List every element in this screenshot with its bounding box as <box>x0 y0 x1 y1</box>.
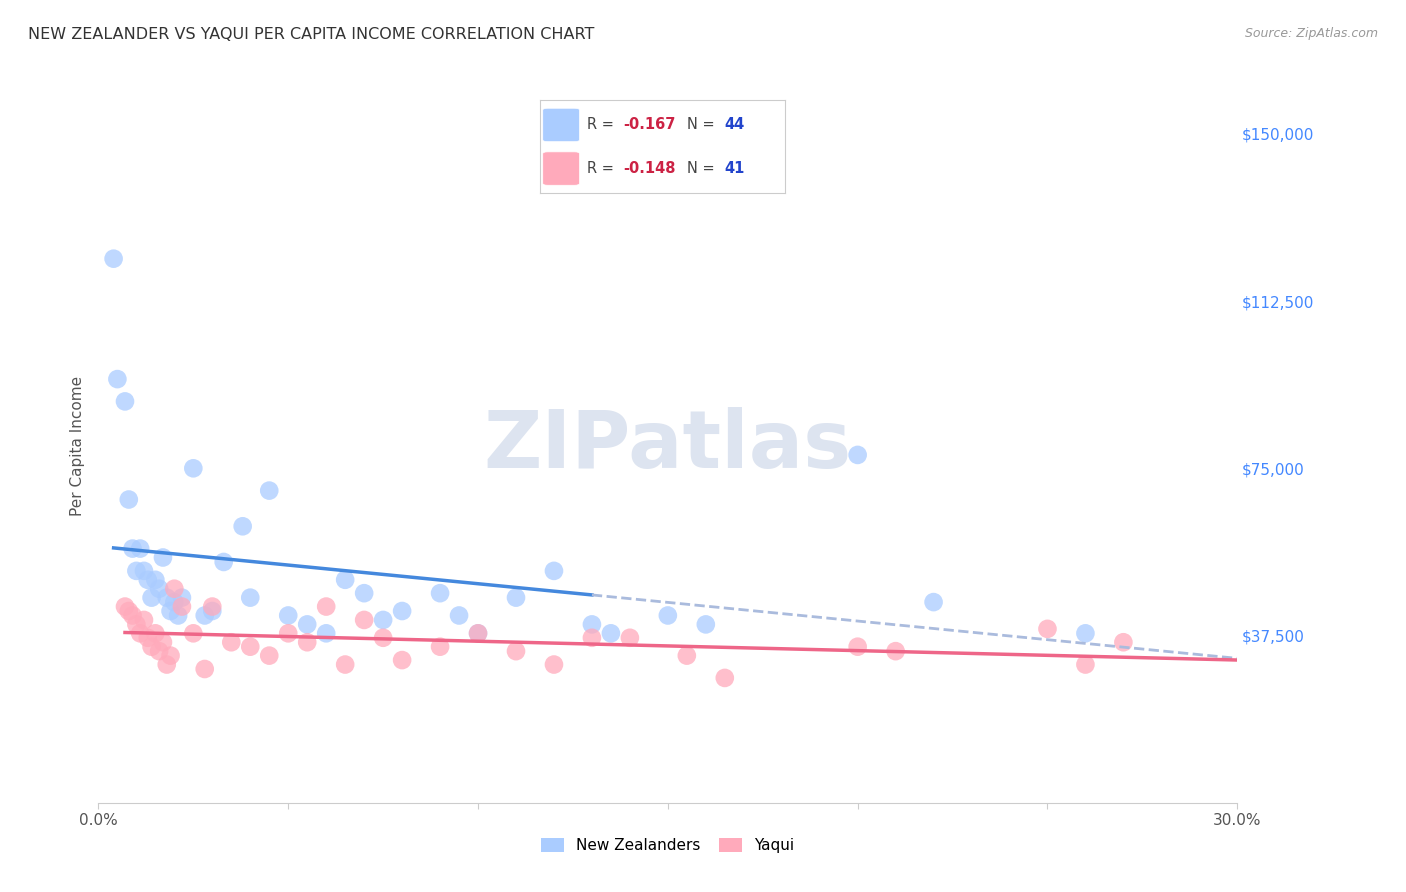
Point <box>297 635 319 649</box>
Point <box>201 604 224 618</box>
Point <box>429 586 451 600</box>
Point <box>125 564 148 578</box>
Point <box>145 573 167 587</box>
Point <box>121 541 143 556</box>
Point <box>159 604 181 618</box>
Point <box>657 608 679 623</box>
Point <box>922 595 945 609</box>
Point <box>581 617 603 632</box>
Point <box>391 653 413 667</box>
Point <box>277 626 299 640</box>
Point <box>163 595 186 609</box>
Point <box>107 372 129 386</box>
Point <box>145 626 167 640</box>
Point <box>136 573 159 587</box>
Point <box>159 648 181 663</box>
Point <box>201 599 224 614</box>
Point <box>136 631 159 645</box>
Point <box>1074 626 1097 640</box>
Point <box>170 599 193 614</box>
Point <box>239 640 262 654</box>
Point <box>239 591 262 605</box>
Point <box>505 591 527 605</box>
Legend: New Zealanders, Yaqui: New Zealanders, Yaqui <box>536 831 800 859</box>
Point <box>371 631 394 645</box>
Point <box>129 626 152 640</box>
Point <box>132 564 155 578</box>
Point <box>194 662 217 676</box>
Point <box>353 586 375 600</box>
Point <box>449 608 471 623</box>
Point <box>118 492 141 507</box>
Point <box>163 582 186 596</box>
Point <box>695 617 717 632</box>
Point <box>114 599 136 614</box>
Point <box>152 550 174 565</box>
Point <box>505 644 527 658</box>
Point <box>315 626 337 640</box>
Point <box>600 626 623 640</box>
Point <box>170 591 193 605</box>
Point <box>467 626 489 640</box>
Point <box>114 394 136 409</box>
Point <box>129 541 152 556</box>
Point <box>335 573 357 587</box>
Point <box>118 604 141 618</box>
Point <box>1074 657 1097 672</box>
Point <box>315 599 337 614</box>
Point <box>353 613 375 627</box>
Point <box>121 608 143 623</box>
Point <box>183 626 205 640</box>
Point <box>619 631 641 645</box>
Point <box>846 448 869 462</box>
Point <box>141 591 163 605</box>
Y-axis label: Per Capita Income: Per Capita Income <box>69 376 84 516</box>
Point <box>391 604 413 618</box>
Point <box>183 461 205 475</box>
Point <box>1112 635 1135 649</box>
Point <box>125 617 148 632</box>
Point <box>156 591 179 605</box>
Point <box>371 613 394 627</box>
Point <box>194 608 217 623</box>
Point <box>581 631 603 645</box>
Point <box>676 648 699 663</box>
Point <box>884 644 907 658</box>
Point <box>212 555 235 569</box>
Point <box>156 657 179 672</box>
Point <box>141 640 163 654</box>
Point <box>103 252 125 266</box>
Point <box>429 640 451 654</box>
Point <box>259 648 281 663</box>
Point <box>543 657 565 672</box>
Point <box>335 657 357 672</box>
Text: Source: ZipAtlas.com: Source: ZipAtlas.com <box>1244 27 1378 40</box>
Point <box>152 635 174 649</box>
Point <box>277 608 299 623</box>
Point <box>148 644 170 658</box>
Point <box>132 613 155 627</box>
Point <box>167 608 190 623</box>
Point <box>148 582 170 596</box>
Point <box>259 483 281 498</box>
Point <box>467 626 489 640</box>
Point <box>714 671 737 685</box>
Text: NEW ZEALANDER VS YAQUI PER CAPITA INCOME CORRELATION CHART: NEW ZEALANDER VS YAQUI PER CAPITA INCOME… <box>28 27 595 42</box>
Point <box>846 640 869 654</box>
Point <box>543 564 565 578</box>
Point <box>232 519 254 533</box>
Point <box>297 617 319 632</box>
Point <box>1036 622 1059 636</box>
Text: ZIPatlas: ZIPatlas <box>484 407 852 485</box>
Point <box>221 635 243 649</box>
